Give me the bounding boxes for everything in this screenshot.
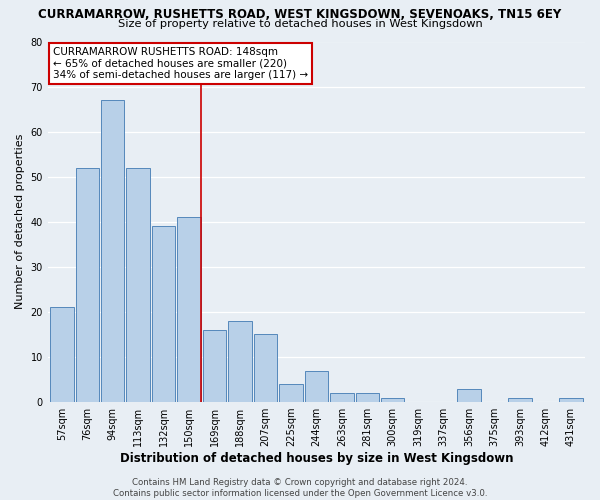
Bar	[50, 308, 74, 402]
Bar	[356, 393, 379, 402]
Y-axis label: Number of detached properties: Number of detached properties	[15, 134, 25, 310]
Bar	[152, 226, 175, 402]
Bar	[203, 330, 226, 402]
Bar	[127, 168, 150, 402]
Bar	[559, 398, 583, 402]
Text: CURRAMARROW RUSHETTS ROAD: 148sqm
← 65% of detached houses are smaller (220)
34%: CURRAMARROW RUSHETTS ROAD: 148sqm ← 65% …	[53, 47, 308, 80]
Bar	[305, 370, 328, 402]
Bar	[76, 168, 99, 402]
Text: Size of property relative to detached houses in West Kingsdown: Size of property relative to detached ho…	[118, 19, 482, 29]
Bar	[381, 398, 404, 402]
Bar	[330, 393, 353, 402]
Bar	[178, 218, 201, 402]
X-axis label: Distribution of detached houses by size in West Kingsdown: Distribution of detached houses by size …	[119, 452, 513, 465]
Bar	[254, 334, 277, 402]
Text: Contains HM Land Registry data © Crown copyright and database right 2024.
Contai: Contains HM Land Registry data © Crown c…	[113, 478, 487, 498]
Bar	[229, 321, 252, 402]
Bar	[101, 100, 124, 402]
Bar	[279, 384, 302, 402]
Bar	[457, 388, 481, 402]
Text: CURRAMARROW, RUSHETTS ROAD, WEST KINGSDOWN, SEVENOAKS, TN15 6EY: CURRAMARROW, RUSHETTS ROAD, WEST KINGSDO…	[38, 8, 562, 20]
Bar	[508, 398, 532, 402]
